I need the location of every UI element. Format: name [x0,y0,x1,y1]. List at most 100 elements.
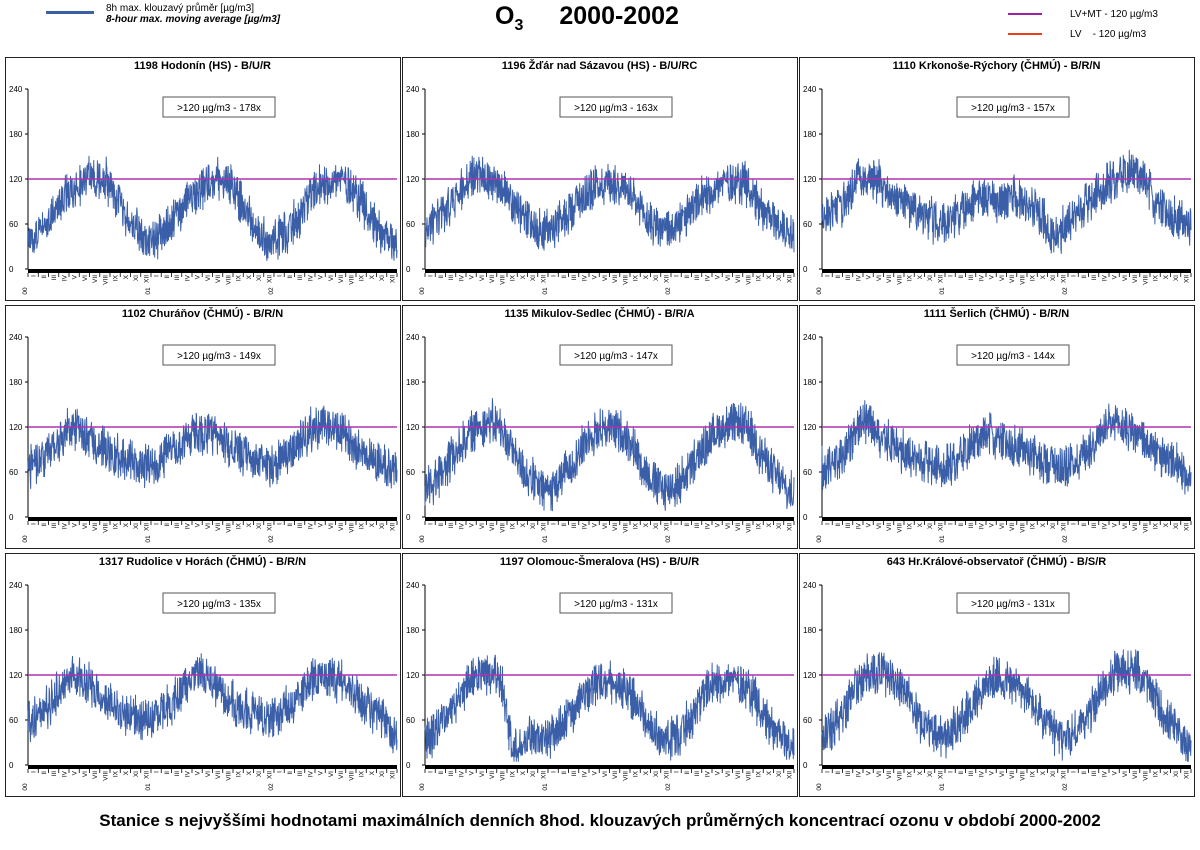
x-tick-label: XII [937,275,944,283]
y-tick-label: 240 [9,581,23,590]
x-tick-label: XI [256,523,263,529]
x-tick-label: III [845,275,852,281]
y-tick-label: 180 [9,130,23,139]
x-tick-label: VII [735,771,742,779]
year-label: 02 [268,783,275,791]
y-tick-label: 0 [9,761,14,770]
year-label: 00 [22,287,29,295]
x-tick-label: VII [1009,523,1016,531]
x-tick-label: IV [855,770,862,777]
x-tick-label: X [246,770,253,775]
x-axis-bar [28,765,397,769]
year-label: 01 [145,783,152,791]
chart-panel: 1197 Olomouc-Šmeralova (HS) - B/U/R 0 60 12… [402,553,798,797]
x-tick-label: II [684,523,691,527]
x-tick-label: I [154,523,161,525]
x-tick-label: III [174,523,181,529]
x-tick-label: II [561,523,568,527]
exceedance-label: >120 µg/m3 - 131x [971,599,1055,610]
x-tick-label: I [154,771,161,773]
x-tick-label: VI [1122,771,1129,777]
x-tick-label: VIII [1019,523,1026,533]
y-tick-label: 120 [9,671,23,680]
x-tick-label: VIII [745,523,752,533]
ozone-series-line [27,405,398,490]
x-tick-label: VI [602,771,609,777]
exceedance-box [162,344,276,366]
chart-title: 643 Hr.Králové-observatoř (ČHMÚ) - B/S/R [887,555,1106,568]
x-tick-label: XI [1173,771,1180,777]
x-tick-label: IX [756,770,763,777]
x-tick-label: IX [633,522,640,529]
x-tick-label: V [469,274,476,279]
year-label: 01 [939,783,946,791]
x-tick-label: IX [1153,274,1160,281]
x-tick-label: XI [530,275,537,281]
x-tick-label: IV [978,770,985,777]
x-tick-label: VII [735,523,742,531]
x-tick-label: V [592,522,599,527]
ozone-series-line [821,649,1192,762]
x-tick-label: V [989,770,996,775]
x-tick-label: XI [133,523,140,529]
y-tick-label: 180 [406,378,420,387]
x-tick-label: VIII [896,523,903,533]
exceedance-box [162,592,276,614]
x-tick-label: VII [215,275,222,283]
chart-title: 1102 Churáňov (ČHMÚ) - B/R/N [122,307,283,320]
x-tick-label: XI [776,275,783,281]
x-tick-label: I [551,523,558,525]
x-tick-label: VII [92,523,99,531]
y-tick-label: 180 [803,378,817,387]
x-tick-label: V [866,770,873,775]
x-tick-label: III [694,275,701,281]
x-tick-label: III [571,275,578,281]
x-tick-label: IX [756,274,763,281]
x-tick-label: II [438,771,445,775]
y-tick-label: 120 [406,671,420,680]
x-tick-label: VI [328,771,335,777]
year-label: 02 [665,287,672,295]
exceedance-box [162,96,276,118]
y-tick-label: 240 [406,85,420,94]
y-tick-label: 60 [9,468,18,477]
y-tick-label: 0 [406,761,411,770]
x-tick-label: IX [359,770,366,777]
ozone-series-line [27,653,398,754]
y-tick-label: 180 [406,130,420,139]
x-tick-label: IX [113,770,120,777]
x-tick-label: VIII [225,523,232,533]
x-axis-bar [822,517,1191,521]
x-tick-label: II [561,771,568,775]
x-tick-label: II [835,771,842,775]
x-tick-label: X [917,770,924,775]
x-tick-label: VI [602,275,609,281]
x-tick-label: IX [633,274,640,281]
x-tick-label: VII [215,523,222,531]
x-tick-label: IV [1101,770,1108,777]
x-tick-label: II [438,523,445,527]
y-tick-label: 120 [9,423,23,432]
x-tick-label: II [561,275,568,279]
x-tick-label: VII [1132,523,1139,531]
x-tick-label: XI [530,523,537,529]
exceedance-label: >120 µg/m3 - 135x [177,599,261,610]
x-tick-label: IV [581,274,588,281]
x-tick-label: I [31,771,38,773]
x-tick-label: V [715,522,722,527]
x-tick-label: II [684,771,691,775]
x-tick-label: VI [205,523,212,529]
ozone-series-line [424,398,795,512]
series-legend: 8h max. klouzavý průměr [µg/m3] 8-hour m… [46,3,280,25]
chart-panel: 1198 Hodonín (HS) - B/U/R 0 60 120 180 240 >12… [5,57,401,301]
x-tick-label: XI [1050,523,1057,529]
year-label: 02 [1062,535,1069,543]
series-legend-label-en: 8-hour max. moving average [µg/m3] [106,14,281,25]
x-tick-label: VII [612,771,619,779]
x-tick-label: V [195,770,202,775]
x-tick-label: IV [855,274,862,281]
year-label: 01 [145,535,152,543]
x-axis-bar [425,269,794,273]
y-tick-label: 240 [406,581,420,590]
x-tick-label: III [51,523,58,529]
